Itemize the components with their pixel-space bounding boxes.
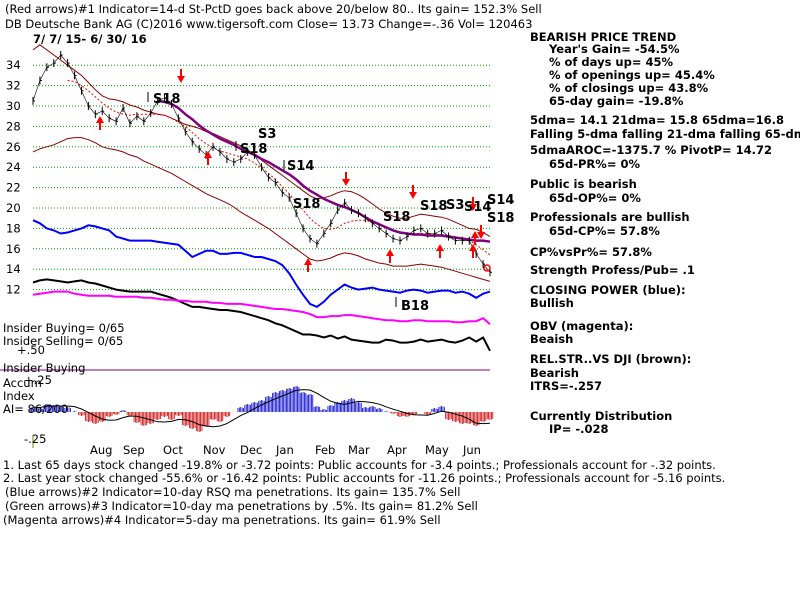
y-tick-label: 20 bbox=[6, 201, 21, 215]
date-range: 7/ 7/ 15- 6/ 30/ 16 bbox=[33, 32, 147, 46]
y-tick-label: 14 bbox=[6, 262, 21, 276]
stat-row: OBV (magenta): bbox=[530, 319, 634, 333]
signal-label: S18 bbox=[240, 142, 267, 157]
buy-arrow-head bbox=[471, 231, 479, 238]
obv-line bbox=[32, 290, 491, 326]
signal-label: S18 bbox=[293, 197, 320, 212]
stat-row: 65d-PR%= 0% bbox=[549, 157, 640, 171]
stat-row: 5dmaAROC=-1375.7 % PivotP= 14.72 bbox=[530, 143, 772, 157]
stat-row: % of days up= 45% bbox=[549, 55, 674, 69]
last-price-marker bbox=[483, 264, 491, 272]
y-tick-label: 12 bbox=[6, 283, 21, 297]
buy-arrow-head bbox=[469, 244, 477, 251]
y-tick-label: 32 bbox=[6, 79, 21, 93]
signal-label: S3 bbox=[258, 127, 276, 142]
stat-row: 65-day gain= -19.8% bbox=[549, 94, 684, 108]
insider-buying-count: Insider Buying= 0/65 bbox=[3, 321, 125, 335]
insider-buying-label: Insider Buying bbox=[3, 361, 86, 375]
sell-arrow-head bbox=[342, 179, 350, 186]
stat-row: Falling 5-dma falling 21-dma falling 65-… bbox=[530, 127, 800, 141]
signal-label: S18 bbox=[487, 211, 514, 226]
x-tick-label: Feb bbox=[315, 443, 335, 457]
accum-plus25-label: +.25 bbox=[24, 373, 52, 387]
y-tick-label: 34 bbox=[6, 58, 21, 72]
indicator-1-title: (Red arrows)#1 Indicator=14-d St-PctD go… bbox=[5, 2, 542, 16]
index-label: Index bbox=[3, 389, 35, 403]
x-tick-label: Mar bbox=[348, 443, 370, 457]
buy-arrow-head bbox=[304, 258, 312, 265]
stat-row: % of closings up= 43.8% bbox=[549, 81, 709, 95]
rel-strength-line bbox=[32, 278, 491, 352]
y-tick-label: 26 bbox=[6, 140, 21, 154]
x-tick-label: Sep bbox=[123, 443, 145, 457]
signal-label: S14 bbox=[287, 159, 314, 174]
accum-minus25-label: -.25 bbox=[24, 432, 47, 446]
stat-row: Year's Gain= -54.5% bbox=[549, 42, 680, 56]
stat-row: REL.STR..VS DJI (brown): bbox=[530, 352, 692, 366]
accum-label: Accum bbox=[3, 376, 42, 390]
stat-row: IP= -.028 bbox=[549, 422, 609, 436]
signal-label: S18 bbox=[383, 210, 410, 225]
stat-row: Public is bearish bbox=[530, 177, 637, 191]
stat-row: ITRS=-.257 bbox=[530, 379, 603, 393]
stat-row: BEARISH PRICE TREND bbox=[530, 30, 677, 44]
signal-label: S18 bbox=[153, 92, 180, 107]
ma65-line bbox=[157, 99, 491, 243]
sell-arrow-head bbox=[177, 76, 185, 83]
x-tick-label: Aug bbox=[90, 443, 112, 457]
lower-band-line bbox=[32, 137, 491, 282]
y-tick-label: 28 bbox=[6, 119, 21, 133]
x-tick-label: Nov bbox=[203, 443, 226, 457]
ai-label: AI= 86/200 bbox=[3, 402, 69, 416]
accum-ma-line bbox=[32, 389, 491, 428]
footer-line-4: (Green arrows)#3 Indicator=10-day ma pen… bbox=[5, 499, 478, 513]
y-tick-label: 16 bbox=[6, 242, 21, 256]
buy-arrow-head bbox=[436, 244, 444, 251]
sell-arrow-head bbox=[477, 232, 485, 239]
stat-row: 5dma= 14.1 21dma= 15.8 65dma=16.8 bbox=[530, 113, 784, 127]
stat-row: 65d-OP%= 0% bbox=[549, 191, 641, 205]
x-tick-label: May bbox=[425, 443, 449, 457]
insider-selling-count: Insider Selling= 0/65 bbox=[3, 334, 124, 348]
footer-line-1: 1. Last 65 days stock changed -19.8% or … bbox=[3, 458, 716, 472]
y-tick-label: 24 bbox=[6, 160, 21, 174]
stat-row: Currently Distribution bbox=[530, 409, 673, 423]
y-tick-label: 30 bbox=[6, 99, 21, 113]
ma21-line bbox=[67, 80, 491, 256]
signal-label: S3 bbox=[446, 198, 464, 213]
buy-arrow-head bbox=[96, 116, 104, 123]
stat-row: 65d-CP%= 57.8% bbox=[549, 224, 660, 238]
x-tick-label: Apr bbox=[387, 443, 407, 457]
x-tick-label: Oct bbox=[163, 443, 183, 457]
stat-row: Professionals are bullish bbox=[530, 210, 690, 224]
x-tick-label: Jan bbox=[275, 443, 294, 457]
signal-label: S18 bbox=[420, 199, 447, 214]
stat-row: % of openings up= 45.4% bbox=[549, 68, 715, 82]
stat-row: CP%vsPr%= 57.8% bbox=[530, 245, 652, 259]
signal-label: B18 bbox=[401, 299, 429, 314]
signal-label: S14 bbox=[464, 200, 491, 215]
sell-arrow-head bbox=[469, 204, 477, 211]
stat-row: CLOSING POWER (blue): bbox=[530, 283, 686, 297]
signal-label: S14 bbox=[487, 193, 514, 208]
footer-line-5: (Magenta arrows)#4 Indicator=5-day ma pe… bbox=[3, 513, 441, 527]
stat-row: Bearish bbox=[530, 366, 579, 380]
y-tick-label: 22 bbox=[6, 181, 21, 195]
buy-arrow-head bbox=[386, 249, 394, 256]
y-tick-label: 18 bbox=[6, 221, 21, 235]
buy-arrow-head bbox=[204, 151, 212, 158]
footer-line-2: 2. Last year stock changed -55.6% or -16… bbox=[3, 471, 726, 485]
accum-plus50-label: +.50 bbox=[17, 343, 45, 357]
sell-arrow-head bbox=[409, 192, 417, 199]
stat-row: Beaish bbox=[530, 332, 574, 346]
price-line bbox=[32, 54, 491, 273]
stat-row: Bullish bbox=[530, 296, 574, 310]
stock-title-line: DB Deutsche Bank AG (C)2016 www.tigersof… bbox=[5, 17, 533, 31]
footer-line-3: (Blue arrows)#2 Indicator=10-day RSQ ma … bbox=[5, 485, 461, 499]
closing-power-line bbox=[32, 219, 491, 309]
stat-row: Strength Profess/Pub= .1 bbox=[530, 263, 695, 277]
x-tick-label: Dec bbox=[240, 443, 262, 457]
x-tick-label: Jun bbox=[462, 443, 481, 457]
